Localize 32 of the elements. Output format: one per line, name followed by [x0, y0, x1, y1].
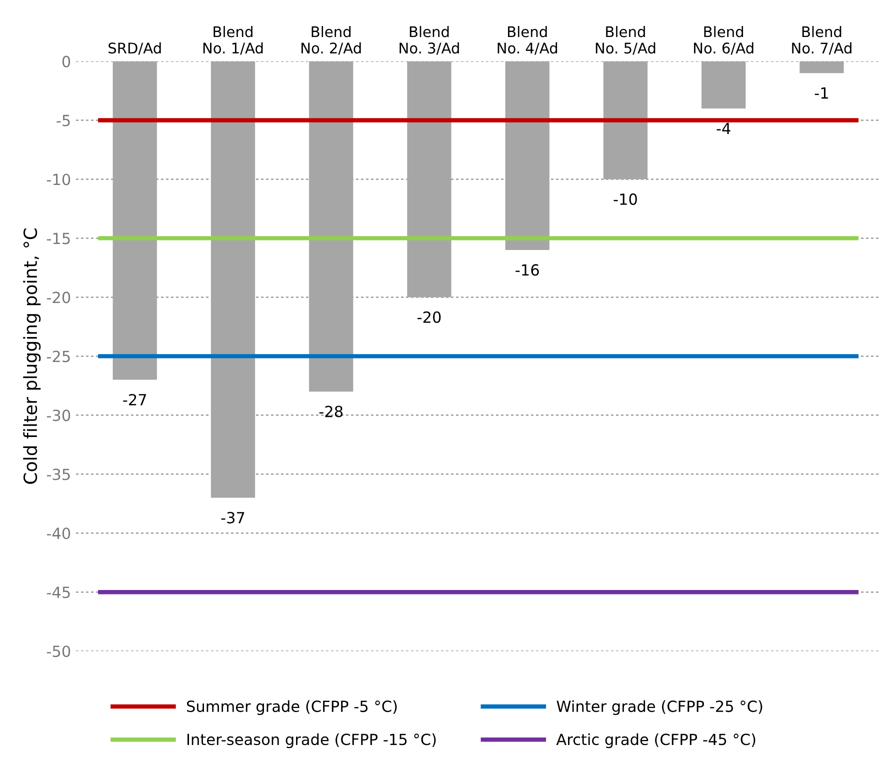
x-tick-label: Blend No. 6/Ad	[694, 26, 754, 55]
y-tick-label: -5	[56, 114, 70, 126]
x-tick-label: Blend No. 5/Ad	[596, 26, 656, 55]
x-tick-label: Blend No. 3/Ad	[400, 26, 459, 55]
data-label: -28	[319, 406, 343, 418]
x-tick-label: Blend No. 4/Ad	[498, 26, 558, 55]
y-tick-label: -10	[46, 174, 70, 186]
data-label: -4	[716, 122, 730, 134]
x-tick-label: Blend No. 1/Ad	[203, 26, 263, 55]
y-tick-label: -35	[46, 468, 70, 480]
y-tick-label: -15	[46, 232, 70, 244]
data-label: -10	[614, 193, 637, 205]
data-label: -37	[221, 512, 244, 524]
x-tick-label: Blend No. 7/Ad	[792, 26, 852, 55]
data-label: -1	[814, 87, 828, 99]
y-tick-label: -30	[46, 410, 70, 422]
legend-label: Inter-season grade (CFPP -15 °C)	[187, 733, 436, 748]
legend-label: Summer grade (CFPP -5 °C)	[186, 700, 397, 716]
x-tick-label: SRD/Ad	[108, 42, 161, 55]
y-tick-label: -40	[46, 528, 70, 540]
y-tick-label: -20	[46, 292, 70, 304]
x-tick-label: Blend No. 2/Ad	[302, 26, 361, 55]
data-label: -27	[123, 394, 146, 406]
legend-label: Arctic grade (CFPP -45 °C)	[556, 733, 756, 748]
data-label: -16	[516, 264, 539, 276]
y-tick-label: 0	[62, 56, 70, 68]
y-axis-title: Cold filter plugging point, °C	[23, 228, 41, 484]
legend-label: Winter grade (CFPP -25 °C)	[556, 700, 762, 716]
y-tick-label: -45	[46, 586, 70, 598]
data-label: -20	[418, 311, 441, 323]
y-tick-label: -50	[46, 646, 70, 658]
y-tick-label: -25	[46, 350, 70, 362]
